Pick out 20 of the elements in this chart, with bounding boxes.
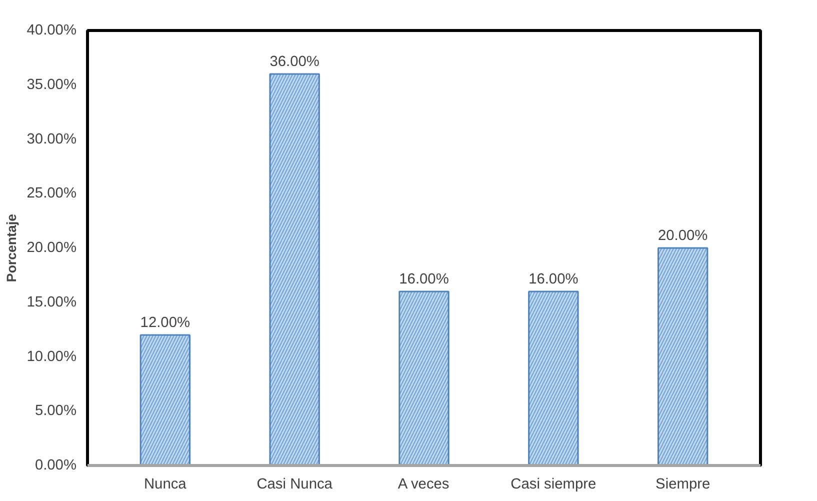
x-tick-label: Siempre (656, 476, 710, 492)
data-label: 16.00% (399, 272, 449, 288)
y-tick-label: 20.00% (26, 240, 77, 256)
data-label: 12.00% (140, 315, 190, 331)
y-tick-label: 5.00% (34, 403, 77, 420)
x-tick-label: A veces (398, 476, 450, 492)
y-axis-title: Porcentaje (4, 214, 19, 282)
data-label: 20.00% (658, 228, 708, 244)
x-tick-label: Nunca (144, 476, 188, 492)
y-tick-label: 10.00% (26, 348, 77, 365)
y-tick-label: 40.00% (26, 22, 77, 38)
data-label: 36.00% (270, 54, 320, 70)
y-tick-label: 15.00% (26, 294, 77, 310)
x-tick-label: Casi siempre (510, 476, 596, 492)
y-tick-label: 25.00% (26, 186, 77, 202)
data-label: 16.00% (528, 272, 578, 288)
x-tick-label: Casi Nunca (256, 476, 334, 492)
y-tick-label: 0.00% (34, 458, 77, 474)
y-tick-label: 35.00% (26, 76, 77, 93)
y-tick-label: 30.00% (26, 131, 77, 148)
